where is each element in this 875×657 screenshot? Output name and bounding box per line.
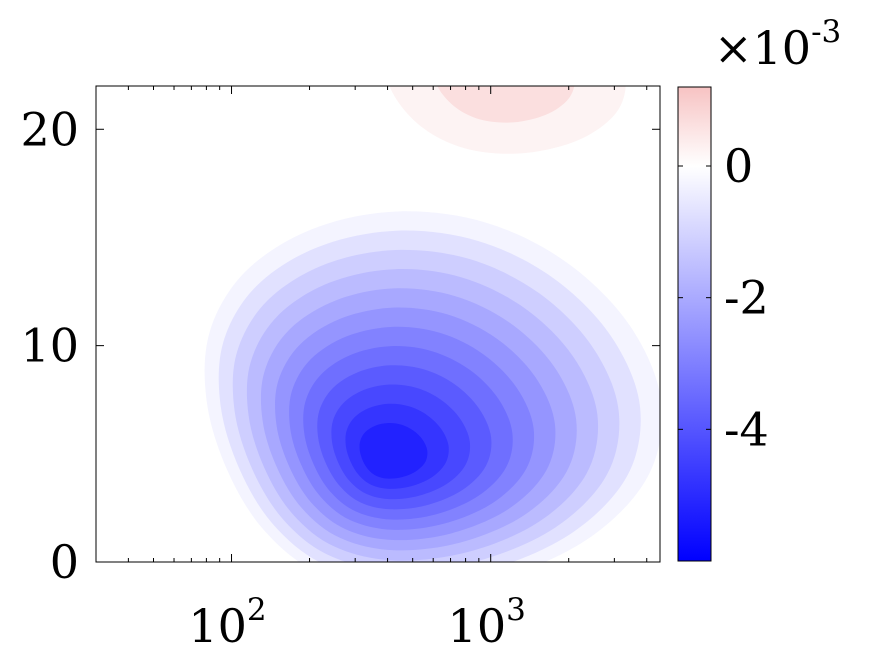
colorbar-multiplier: ×10-3	[714, 14, 841, 75]
y-tick-label: 0	[50, 535, 79, 589]
y-tick-label: 20	[20, 102, 79, 156]
colorbar-multiplier-exponent: -3	[811, 14, 841, 50]
colorbar-tick-label: -4	[724, 402, 769, 456]
x-tick-labels: 102 103	[188, 592, 525, 653]
colorbar-ticks	[678, 165, 711, 430]
colorbar	[677, 86, 712, 562]
colorbar-tick-label: 0	[724, 139, 753, 193]
contour-fills	[204, 86, 660, 562]
axis-ticks	[95, 86, 660, 563]
contour-negative-level	[359, 422, 428, 479]
colorbar-tick-labels: 0 -2 -4	[724, 139, 769, 456]
contour-positive-level	[437, 86, 575, 123]
plot-frame	[95, 85, 661, 563]
colorbar-tick-label: -2	[724, 271, 769, 325]
x-tick-label: 103	[448, 592, 526, 653]
y-tick-labels: 0 10 20	[20, 102, 79, 589]
y-tick-label: 10	[20, 319, 79, 373]
x-tick-label: 102	[188, 592, 266, 653]
colorbar-multiplier-base: ×10	[714, 21, 811, 75]
